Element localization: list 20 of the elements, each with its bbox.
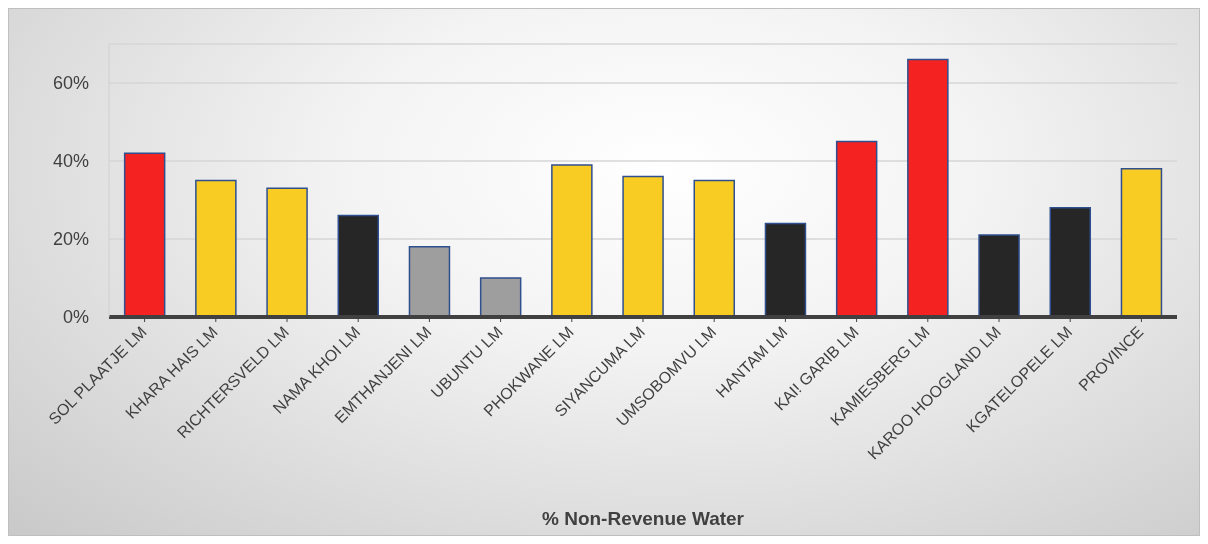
bar [1120,168,1163,317]
y-tick-label: 0% [62,307,89,328]
bar [835,140,878,317]
y-tick-label: 40% [52,151,89,172]
bar [907,58,949,317]
bar [408,246,451,317]
y-tick-label: 20% [52,229,89,250]
bar [1049,207,1092,317]
bar [622,175,664,317]
bar [693,179,736,317]
bar [551,164,593,317]
bar [479,277,522,317]
y-tick-label: 60% [52,73,89,94]
bar [978,234,1020,317]
bar [266,187,308,317]
bar [337,214,380,317]
x-axis-title: % Non-Revenue Water [542,508,745,529]
bar [195,179,237,317]
bar [123,152,166,317]
bar [764,222,807,317]
